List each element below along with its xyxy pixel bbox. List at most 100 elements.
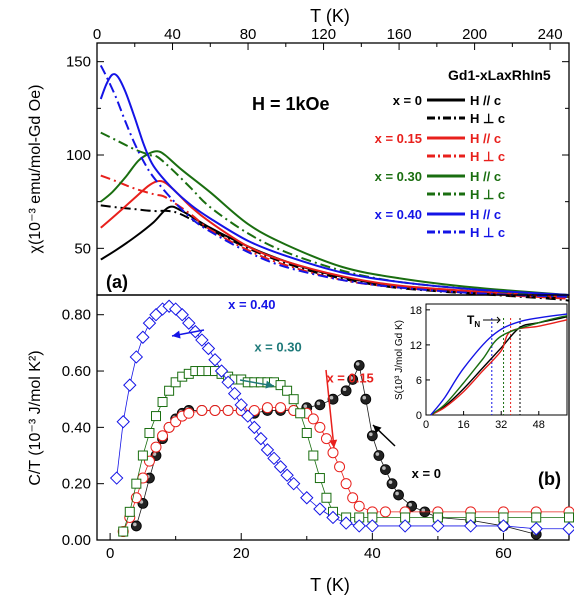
- cp-point-highlight: [369, 432, 373, 437]
- x-tick-label: 160: [387, 26, 412, 43]
- legend-field-label: H ⊥ c: [470, 225, 505, 240]
- cp-point: [531, 512, 542, 523]
- cp-point: [564, 512, 574, 523]
- panel-a-title: H = 1kOe: [252, 94, 330, 114]
- cp-point: [496, 519, 511, 533]
- cp-point: [248, 404, 260, 416]
- legend-field-label: H // c: [470, 207, 501, 222]
- inset-x-tick-label: 48: [533, 419, 545, 431]
- cp-point: [360, 393, 372, 405]
- legend-field-label: H // c: [470, 93, 501, 108]
- cp-point: [170, 377, 181, 388]
- cp-point: [234, 398, 248, 412]
- panel-a-ylabel: χ(10⁻³ emu/mol-Gd Oe): [27, 85, 44, 254]
- legend-compound-title: Gd1-xLaxRhIn5: [448, 67, 551, 83]
- inset-y-tick-label: 6: [416, 375, 422, 387]
- x-tick-label: 40: [364, 545, 381, 562]
- y-tick-label: 0.00: [62, 532, 91, 549]
- series-annotation: x = 0: [412, 466, 441, 481]
- cp-point: [142, 316, 157, 330]
- cp-point-highlight: [421, 508, 426, 513]
- cp-point: [109, 471, 124, 485]
- annotation-arrowhead: [265, 380, 274, 389]
- cp-point: [157, 430, 169, 442]
- cp-point: [380, 464, 391, 475]
- cp-point: [273, 460, 288, 474]
- cp-point: [196, 404, 208, 416]
- cp-point: [314, 473, 325, 484]
- cp-point: [301, 427, 312, 438]
- cp-point: [222, 404, 234, 416]
- cp-point: [300, 491, 314, 505]
- legend-composition-label: x = 0: [393, 93, 422, 108]
- cp-point: [131, 478, 142, 489]
- cp-point: [334, 461, 346, 473]
- cp-point-highlight: [133, 522, 137, 527]
- legend-field-label: H ⊥ c: [470, 187, 505, 202]
- cp-point-highlight: [395, 491, 399, 496]
- legend-composition-label: x = 0.40: [375, 207, 422, 222]
- cp-point: [365, 519, 380, 533]
- inset-tn-arrow: [483, 316, 501, 324]
- cp-point: [130, 520, 142, 532]
- panel-a-legend: Gd1-xLaxRhIn5 x = 0 H // c H ⊥ c x = 0.15 H …: [375, 67, 551, 240]
- cp-point: [308, 450, 319, 461]
- panel-b-label: (b): [538, 469, 561, 489]
- inset-y-tick-label: 12: [410, 340, 422, 352]
- cp-point: [295, 408, 306, 419]
- cp-point: [214, 364, 229, 378]
- cp-point-highlight: [342, 387, 347, 392]
- cp-point: [254, 431, 268, 446]
- inset-ylabel: S(10³ J/mol Gd K): [394, 320, 405, 400]
- inset-y-tick-label: 18: [410, 305, 422, 317]
- cp-point: [151, 411, 161, 422]
- y-tick-label: 150: [66, 54, 91, 71]
- y-tick-label: 0.40: [62, 419, 91, 436]
- cp-point: [280, 468, 294, 482]
- cp-point-highlight: [355, 362, 360, 366]
- cp-point-highlight: [316, 401, 321, 406]
- cp-point-highlight: [388, 480, 393, 484]
- x-tick-label: 240: [538, 26, 563, 43]
- cp-point: [116, 415, 130, 429]
- inset-y-tick-label: 0: [416, 410, 422, 422]
- x-tick-label: 40: [164, 26, 181, 43]
- legend-field-label: H // c: [470, 169, 501, 184]
- cp-point: [321, 492, 332, 503]
- cp-point: [144, 427, 155, 438]
- cp-point: [137, 450, 148, 461]
- cp-point: [241, 409, 255, 423]
- cp-point: [353, 360, 365, 371]
- cp-point: [327, 447, 339, 459]
- cp-point: [463, 519, 478, 533]
- chi-curve: [99, 73, 570, 296]
- cp-point: [353, 500, 365, 512]
- cp-point: [352, 519, 366, 533]
- panel-a-label: (a): [106, 272, 128, 292]
- panel-b-xlabel: T (K): [310, 575, 350, 595]
- chi-curve: [100, 180, 570, 298]
- y-tick-label: 100: [66, 147, 91, 164]
- cp-point-highlight: [349, 376, 353, 380]
- x-tick-label: 20: [233, 545, 250, 562]
- cp-point: [393, 489, 404, 501]
- cp-point: [221, 375, 235, 390]
- cp-point-highlight: [375, 452, 380, 456]
- annotation-arrowhead: [172, 330, 181, 339]
- cp-point: [124, 506, 135, 517]
- cp-point: [313, 502, 327, 516]
- annotation-arrow: [325, 369, 335, 449]
- cp-point: [431, 519, 445, 533]
- legend-field-label: H ⊥ c: [470, 111, 505, 126]
- cp-point: [183, 407, 195, 419]
- y-tick-label: 0.60: [62, 363, 91, 380]
- cp-point: [326, 510, 340, 525]
- cp-point: [260, 443, 275, 457]
- cp-point: [123, 378, 137, 392]
- cp-point: [129, 350, 144, 364]
- legend-composition-label: x = 0.30: [375, 169, 422, 184]
- panel-b: 0 20 40 600.000.200.400.600.80 x = 0.40x = …: [27, 294, 574, 595]
- cp-point-highlight: [329, 395, 334, 400]
